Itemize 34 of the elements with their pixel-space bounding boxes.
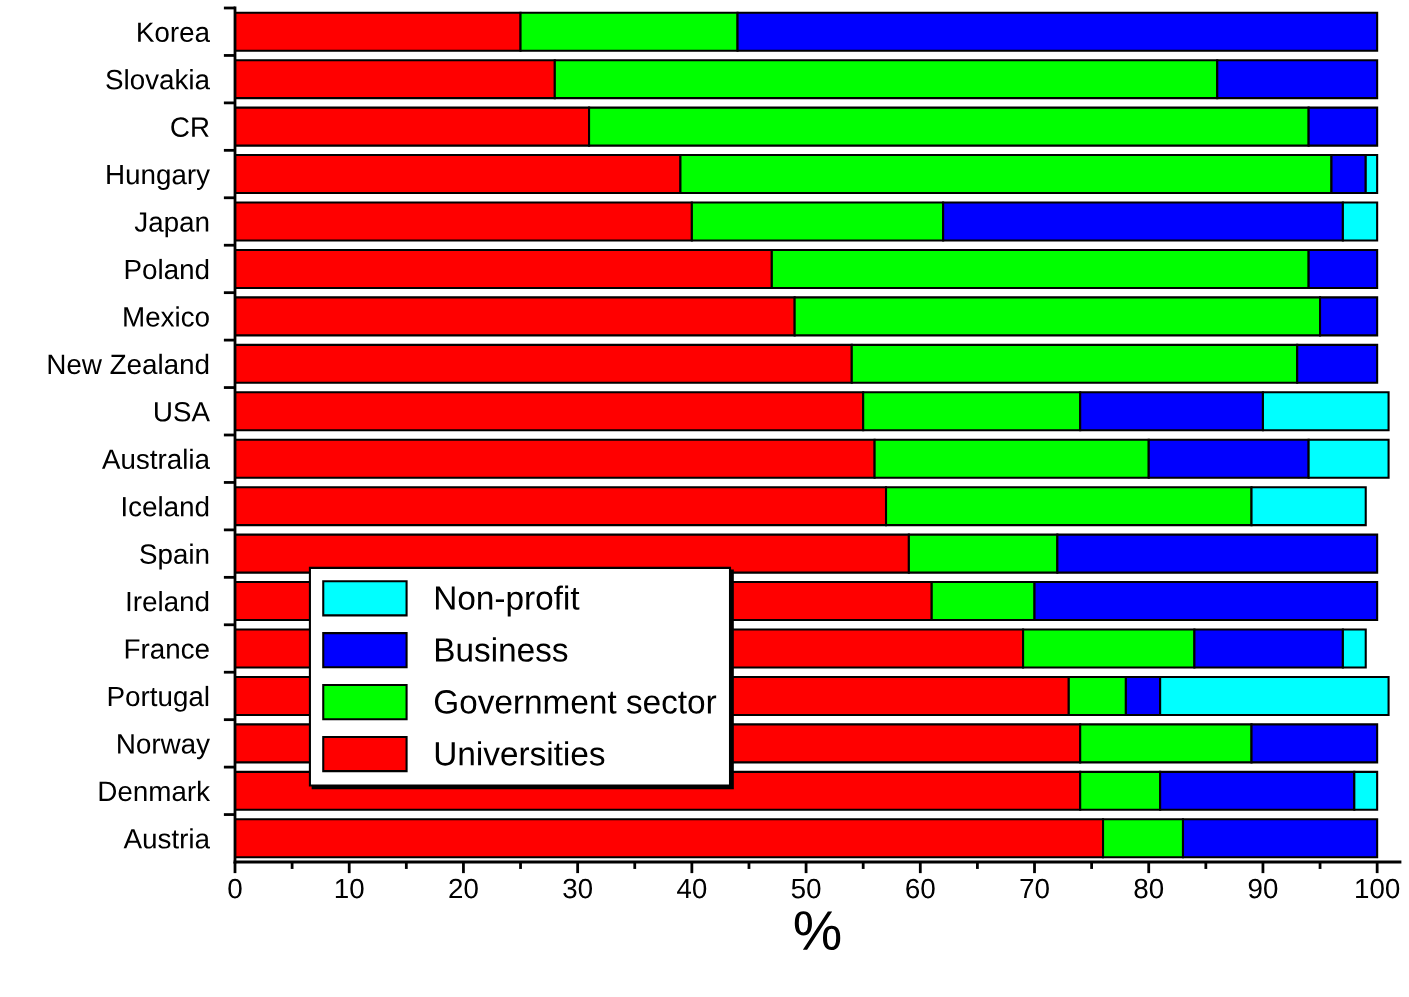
x-tick-label: 0 (228, 878, 242, 899)
legend-label: Business (435, 637, 568, 662)
x-tick-label: 90 (1248, 878, 1278, 899)
y-tick-label: Austria (123, 828, 210, 849)
legend-label: Non-profit (435, 585, 580, 617)
x-tick-label: 100 (1356, 878, 1400, 899)
legend-label: Government sector (434, 690, 717, 714)
y-tick-label: Poland (125, 258, 209, 280)
y-tick-label: New Zealand (48, 353, 209, 375)
legend-label: Universities (435, 741, 605, 766)
y-tick-label: Portugal (108, 685, 209, 712)
y-tick-label: Slovakia (106, 69, 210, 90)
x-tick-label: 30 (563, 878, 593, 899)
y-tick-label: USA (155, 401, 210, 422)
y-tick-label: Australia (101, 448, 210, 470)
x-tick-label: 10 (335, 878, 364, 899)
y-tick-label: Korea (138, 22, 210, 43)
x-tick-label: 20 (449, 878, 478, 899)
x-tick-label: 60 (906, 878, 935, 899)
y-tick-label: CR (171, 117, 209, 137)
x-tick-label: 80 (1134, 878, 1164, 899)
y-tick-label: France (125, 639, 209, 659)
y-tick-label: Spain (140, 543, 209, 570)
y-tick-label: Denmark (99, 780, 211, 802)
x-tick-label: 50 (791, 878, 821, 899)
x-tick-label: 40 (677, 878, 707, 899)
y-tick-label: Norway (118, 734, 210, 760)
y-tick-label: Japan (134, 212, 209, 238)
x-tick-label: 70 (1020, 878, 1049, 899)
y-tick-label: Iceland (123, 496, 209, 517)
x-axis-title: % (794, 911, 841, 951)
y-tick-label: Ireland (127, 590, 209, 612)
y-tick-label: Mexico (124, 306, 209, 327)
y-tick-label: Hungary (107, 165, 210, 190)
